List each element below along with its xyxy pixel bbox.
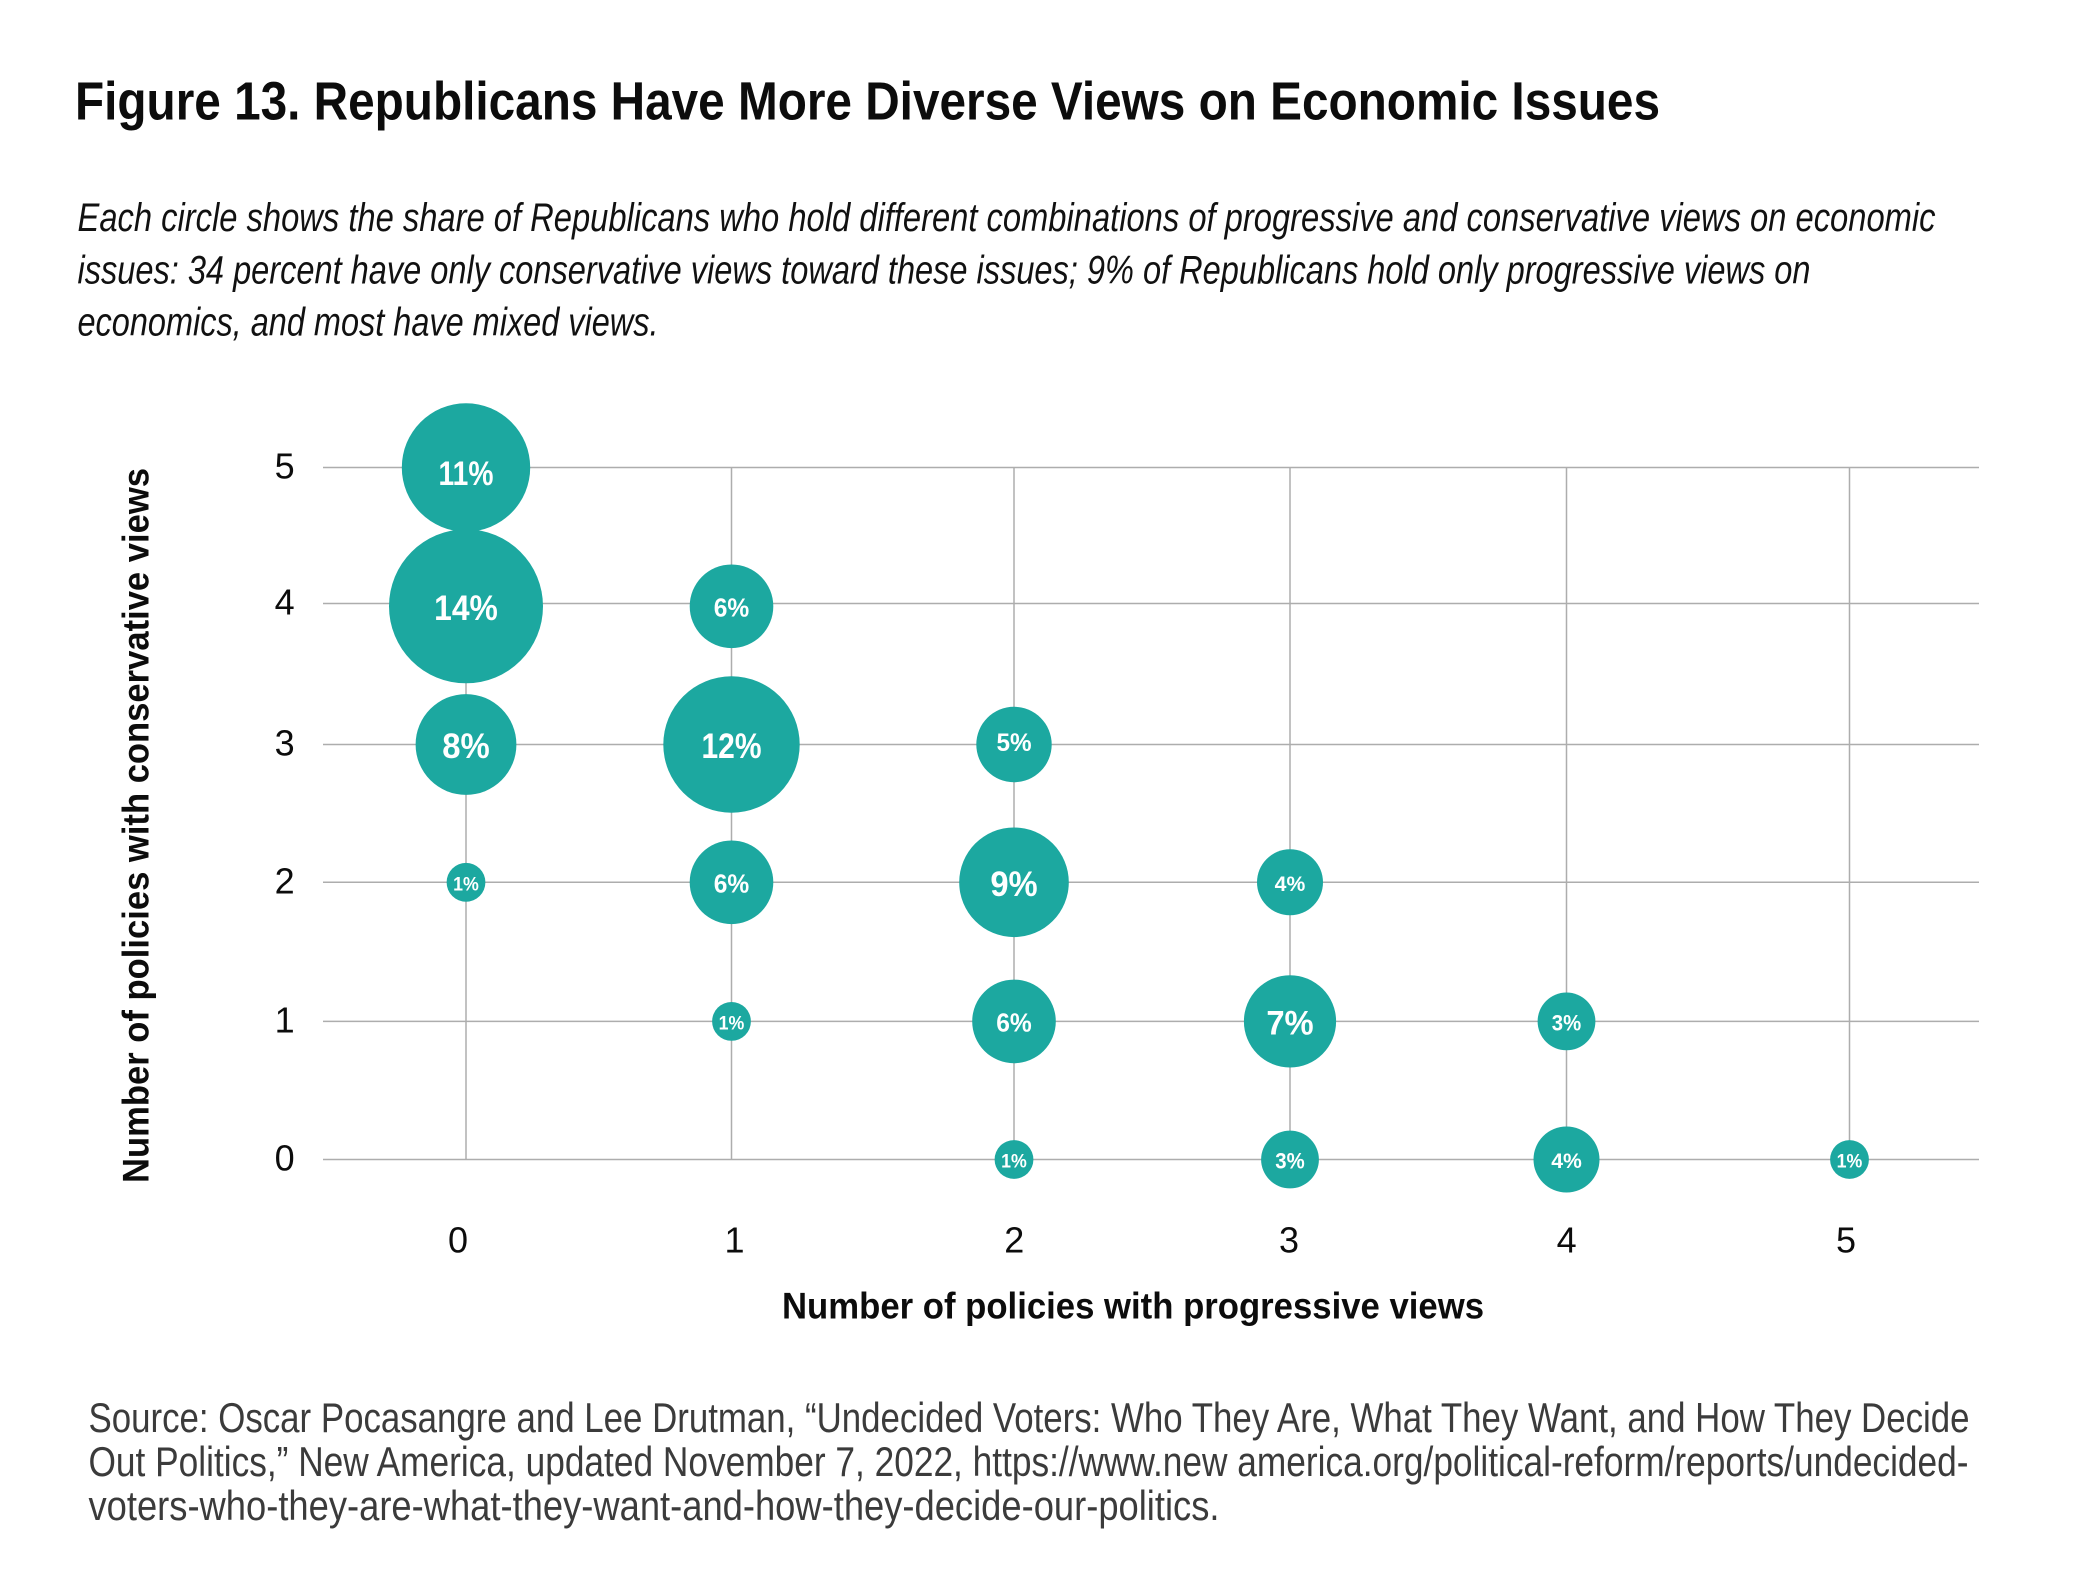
svg-text:0: 0 (275, 1138, 295, 1179)
svg-text:6%: 6% (996, 1010, 1032, 1038)
svg-text:9%: 9% (990, 865, 1037, 904)
svg-text:4%: 4% (1551, 1150, 1582, 1173)
svg-text:2: 2 (1004, 1220, 1024, 1261)
svg-text:1%: 1% (453, 873, 479, 895)
svg-text:1%: 1% (1837, 1151, 1863, 1173)
svg-text:6%: 6% (714, 595, 750, 623)
svg-text:12%: 12% (702, 726, 762, 766)
svg-text:14%: 14% (434, 588, 498, 628)
svg-text:1: 1 (275, 1000, 295, 1041)
svg-text:3: 3 (275, 723, 295, 764)
svg-text:6%: 6% (714, 871, 750, 899)
svg-text:5: 5 (275, 446, 295, 487)
svg-text:4: 4 (1557, 1220, 1577, 1261)
svg-text:11%: 11% (439, 455, 494, 493)
svg-text:voters-who-they-are-what-they-: voters-who-they-are-what-they-want-and-h… (89, 1482, 1220, 1529)
svg-text:1%: 1% (1001, 1151, 1027, 1173)
svg-text:1%: 1% (719, 1012, 745, 1034)
svg-text:Figure 13. Republicans Have Mo: Figure 13. Republicans Have More Diverse… (75, 72, 1660, 132)
svg-text:Out Politics,” New America, up: Out Politics,” New America, updated Nove… (89, 1438, 1969, 1485)
svg-text:7%: 7% (1266, 1005, 1313, 1043)
svg-text:Each circle shows the share of: Each circle shows the share of Republica… (78, 196, 1936, 240)
svg-text:3%: 3% (1275, 1148, 1304, 1173)
svg-text:5%: 5% (996, 729, 1031, 757)
svg-text:1: 1 (724, 1220, 744, 1261)
svg-text:8%: 8% (442, 727, 490, 766)
svg-text:3: 3 (1279, 1220, 1299, 1261)
svg-text:0: 0 (448, 1220, 468, 1261)
svg-text:Source: Oscar Pocasangre and L: Source: Oscar Pocasangre and Lee Drutman… (89, 1394, 1970, 1441)
svg-text:4: 4 (275, 582, 295, 623)
svg-text:5: 5 (1836, 1220, 1856, 1261)
svg-text:4%: 4% (1275, 873, 1306, 896)
svg-text:Number of policies with progre: Number of policies with progressive view… (782, 1286, 1484, 1327)
svg-text:issues: 34 percent have only c: issues: 34 percent have only conservativ… (78, 248, 1811, 292)
svg-text:3%: 3% (1552, 1010, 1581, 1035)
svg-text:Number of policies with conser: Number of policies with conservative vie… (115, 468, 156, 1183)
svg-text:economics, and most have mixed: economics, and most have mixed views. (78, 301, 659, 345)
svg-text:2: 2 (275, 860, 295, 901)
